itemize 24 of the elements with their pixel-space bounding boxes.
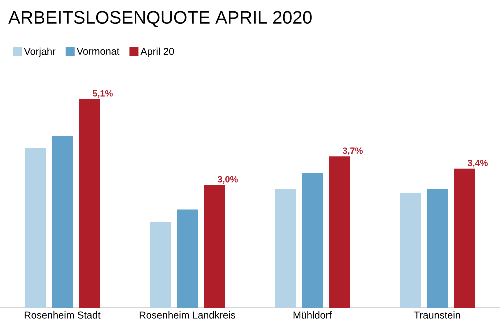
x-tick-label: Mühldorf — [294, 312, 332, 319]
bar — [454, 168, 476, 308]
data-label: 3,7% — [342, 148, 363, 156]
bar — [400, 193, 422, 308]
bar — [329, 156, 350, 308]
x-tick-label: Traunstein — [414, 312, 460, 319]
data-label: 5,1% — [92, 90, 113, 98]
bar — [204, 185, 226, 308]
bar — [52, 136, 73, 308]
bar — [150, 222, 172, 308]
bar — [427, 189, 448, 308]
bar — [177, 210, 198, 308]
legend-label: Vorjahr — [24, 48, 56, 58]
data-label: 3,0% — [218, 176, 238, 184]
legend-label: April 20 — [140, 48, 174, 58]
x-tick-label: Rosenheim Stadt — [24, 312, 101, 319]
data-label: 3,4% — [468, 160, 488, 168]
bar — [302, 172, 324, 308]
bar — [275, 189, 296, 308]
bar — [79, 99, 100, 308]
x-tick-label: Rosenheim Landkreis — [140, 312, 236, 319]
bar — [25, 148, 46, 308]
legend-label: Vormonat — [76, 48, 120, 56]
chart-title: ARBEITSLOSENQUOTE APRIL 2020 — [8, 11, 312, 28]
